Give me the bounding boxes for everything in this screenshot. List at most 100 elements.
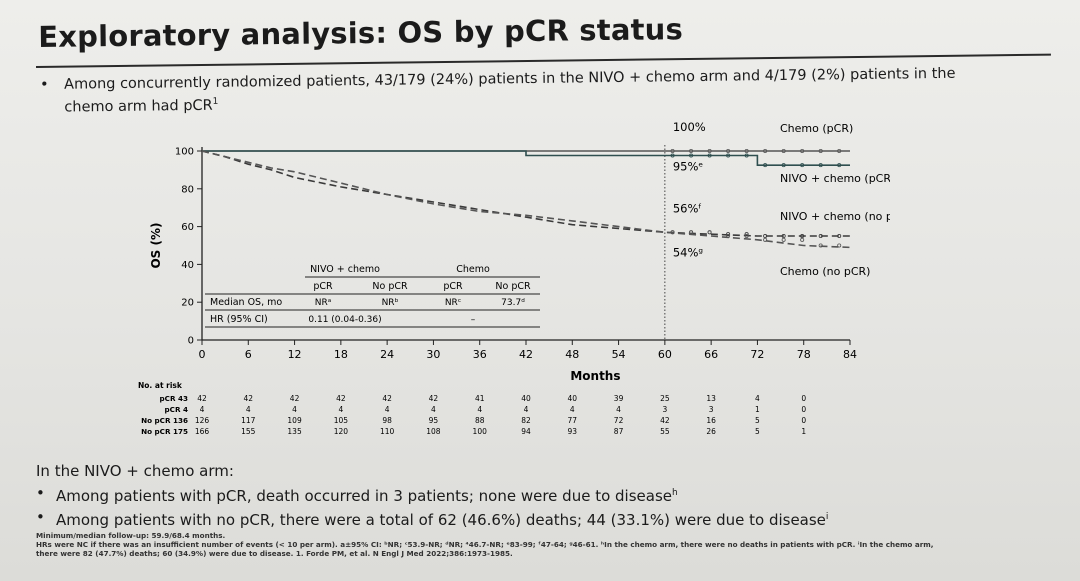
bullet-dot: •	[36, 508, 45, 526]
inset-group-2: Chemo	[456, 264, 490, 275]
x-tick-label: 18	[334, 348, 348, 361]
risk-value: 16	[706, 416, 716, 425]
arm-summary-heading: In the NIVO + chemo arm:	[36, 462, 234, 480]
y-tick-label: 80	[181, 184, 194, 195]
risk-value: 72	[614, 416, 624, 425]
inset-subheader: pCR	[443, 281, 463, 292]
censor-mark	[726, 148, 731, 153]
censor-mark	[818, 148, 823, 153]
risk-value: 4	[616, 405, 621, 414]
os-at-60-label: 54%ᵍ	[673, 245, 703, 259]
inset-row-1-value: NRᵃ	[315, 298, 332, 308]
risk-value: 105	[334, 416, 349, 425]
footnote-2: HRs were NC if there was an insufficient…	[36, 540, 934, 549]
y-tick-label: 60	[181, 222, 194, 233]
inset-subheader: pCR	[313, 281, 333, 292]
y-tick-label: 20	[181, 298, 194, 309]
x-axis-label: Months	[570, 369, 620, 380]
censor-mark	[707, 153, 712, 158]
censor-mark	[781, 234, 786, 239]
censor-mark	[837, 163, 842, 168]
risk-value: 0	[801, 416, 806, 425]
x-tick-label: 72	[750, 348, 764, 361]
risk-value: 94	[521, 427, 531, 436]
risk-value: 42	[197, 394, 207, 403]
censor-mark	[763, 148, 768, 153]
censor-mark	[781, 163, 786, 168]
x-tick-label: 84	[843, 348, 857, 361]
km-chart-svg: 0 20 40 60 80 100 0 6 12 18 24 30 36 42 48 54 60 66 72 78 84…	[149, 120, 913, 383]
arm-summary-bullet-1: • Among patients with pCR, death occurred…	[36, 483, 1056, 507]
censor-mark	[744, 153, 749, 158]
x-tick-label: 54	[612, 348, 626, 361]
y-tick-label: 100	[175, 147, 194, 158]
risk-value: 4	[292, 405, 297, 414]
risk-value: 4	[246, 405, 251, 414]
risk-value: 108	[426, 427, 441, 436]
risk-value: 100	[473, 427, 488, 436]
x-tick-label: 12	[288, 348, 302, 361]
risk-value: 0	[801, 394, 806, 403]
risk-row-label: No pCR 175	[141, 427, 188, 436]
risk-value: 88	[475, 416, 485, 425]
y-axis-label: OS (%)	[149, 222, 163, 268]
censor-mark	[744, 234, 749, 239]
risk-row-label: No pCR 136	[141, 416, 188, 425]
os-at-60-label: 95%ᵉ	[673, 160, 704, 174]
arm-summary-bullet-1-sup: h	[672, 488, 678, 498]
censor-mark	[707, 230, 712, 235]
censor-mark	[837, 148, 842, 153]
censor-mark	[726, 232, 731, 237]
censor-mark	[689, 230, 694, 235]
intro-superscript: 1	[212, 96, 219, 107]
intro-line-2-text: chemo arm had pCR	[64, 97, 213, 116]
inset-row-1-value: NRᵇ	[382, 298, 399, 308]
km-chart: 0 20 40 60 80 100 0 6 12 18 24 30 36 42 48 54 60 66 72 78 84…	[130, 118, 913, 384]
risk-value: 95	[429, 416, 439, 425]
x-tick-label: 24	[380, 348, 394, 361]
risk-value: 1	[801, 427, 806, 436]
inset-subheader: No pCR	[495, 281, 531, 292]
risk-value: 4	[385, 405, 390, 414]
risk-value: 4	[477, 405, 482, 414]
risk-value: 4	[570, 405, 575, 414]
risk-value: 13	[706, 394, 716, 403]
risk-value: 98	[382, 416, 392, 425]
risk-value: 77	[568, 416, 578, 425]
risk-value: 4	[431, 405, 436, 414]
os-at-60-label: 56%ᶠ	[673, 201, 702, 215]
censor-mark	[837, 243, 842, 248]
bullet-dot: •	[40, 76, 49, 93]
series-line-nivo-chemo-no-pcr	[201, 150, 850, 237]
risk-value: 82	[521, 416, 531, 425]
censor-mark	[800, 148, 805, 153]
risk-value: 42	[660, 416, 670, 425]
risk-value: 4	[338, 405, 343, 414]
inset-row-1-label: Median OS, mo	[210, 297, 282, 308]
censor-mark	[670, 153, 675, 158]
inset-subheader: No pCR	[372, 281, 408, 292]
inset-row-1-value: 73.7ᵈ	[501, 298, 525, 308]
x-tick-label: 66	[704, 348, 718, 361]
censor-mark	[800, 163, 805, 168]
risk-value: 93	[568, 427, 578, 436]
censor-mark	[726, 234, 731, 239]
inset-row-1-value: NRᶜ	[445, 298, 461, 308]
censor-mark	[763, 163, 768, 168]
censor-mark	[689, 148, 694, 153]
arm-summary-bullet-1-text: Among patients with pCR, death occurred …	[56, 487, 672, 505]
risk-value: 166	[195, 427, 210, 436]
censor-mark	[670, 230, 675, 235]
risk-row-label: pCR 4	[165, 405, 188, 414]
risk-value: 40	[521, 394, 531, 403]
risk-value: 26	[706, 427, 716, 436]
risk-value: 42	[336, 394, 346, 403]
censor-mark	[800, 237, 805, 242]
risk-value: 41	[475, 394, 485, 403]
bullet-dot: •	[36, 484, 45, 502]
risk-value: 4	[200, 405, 205, 414]
risk-value: 3	[662, 405, 667, 414]
x-tick-label: 42	[519, 348, 533, 361]
